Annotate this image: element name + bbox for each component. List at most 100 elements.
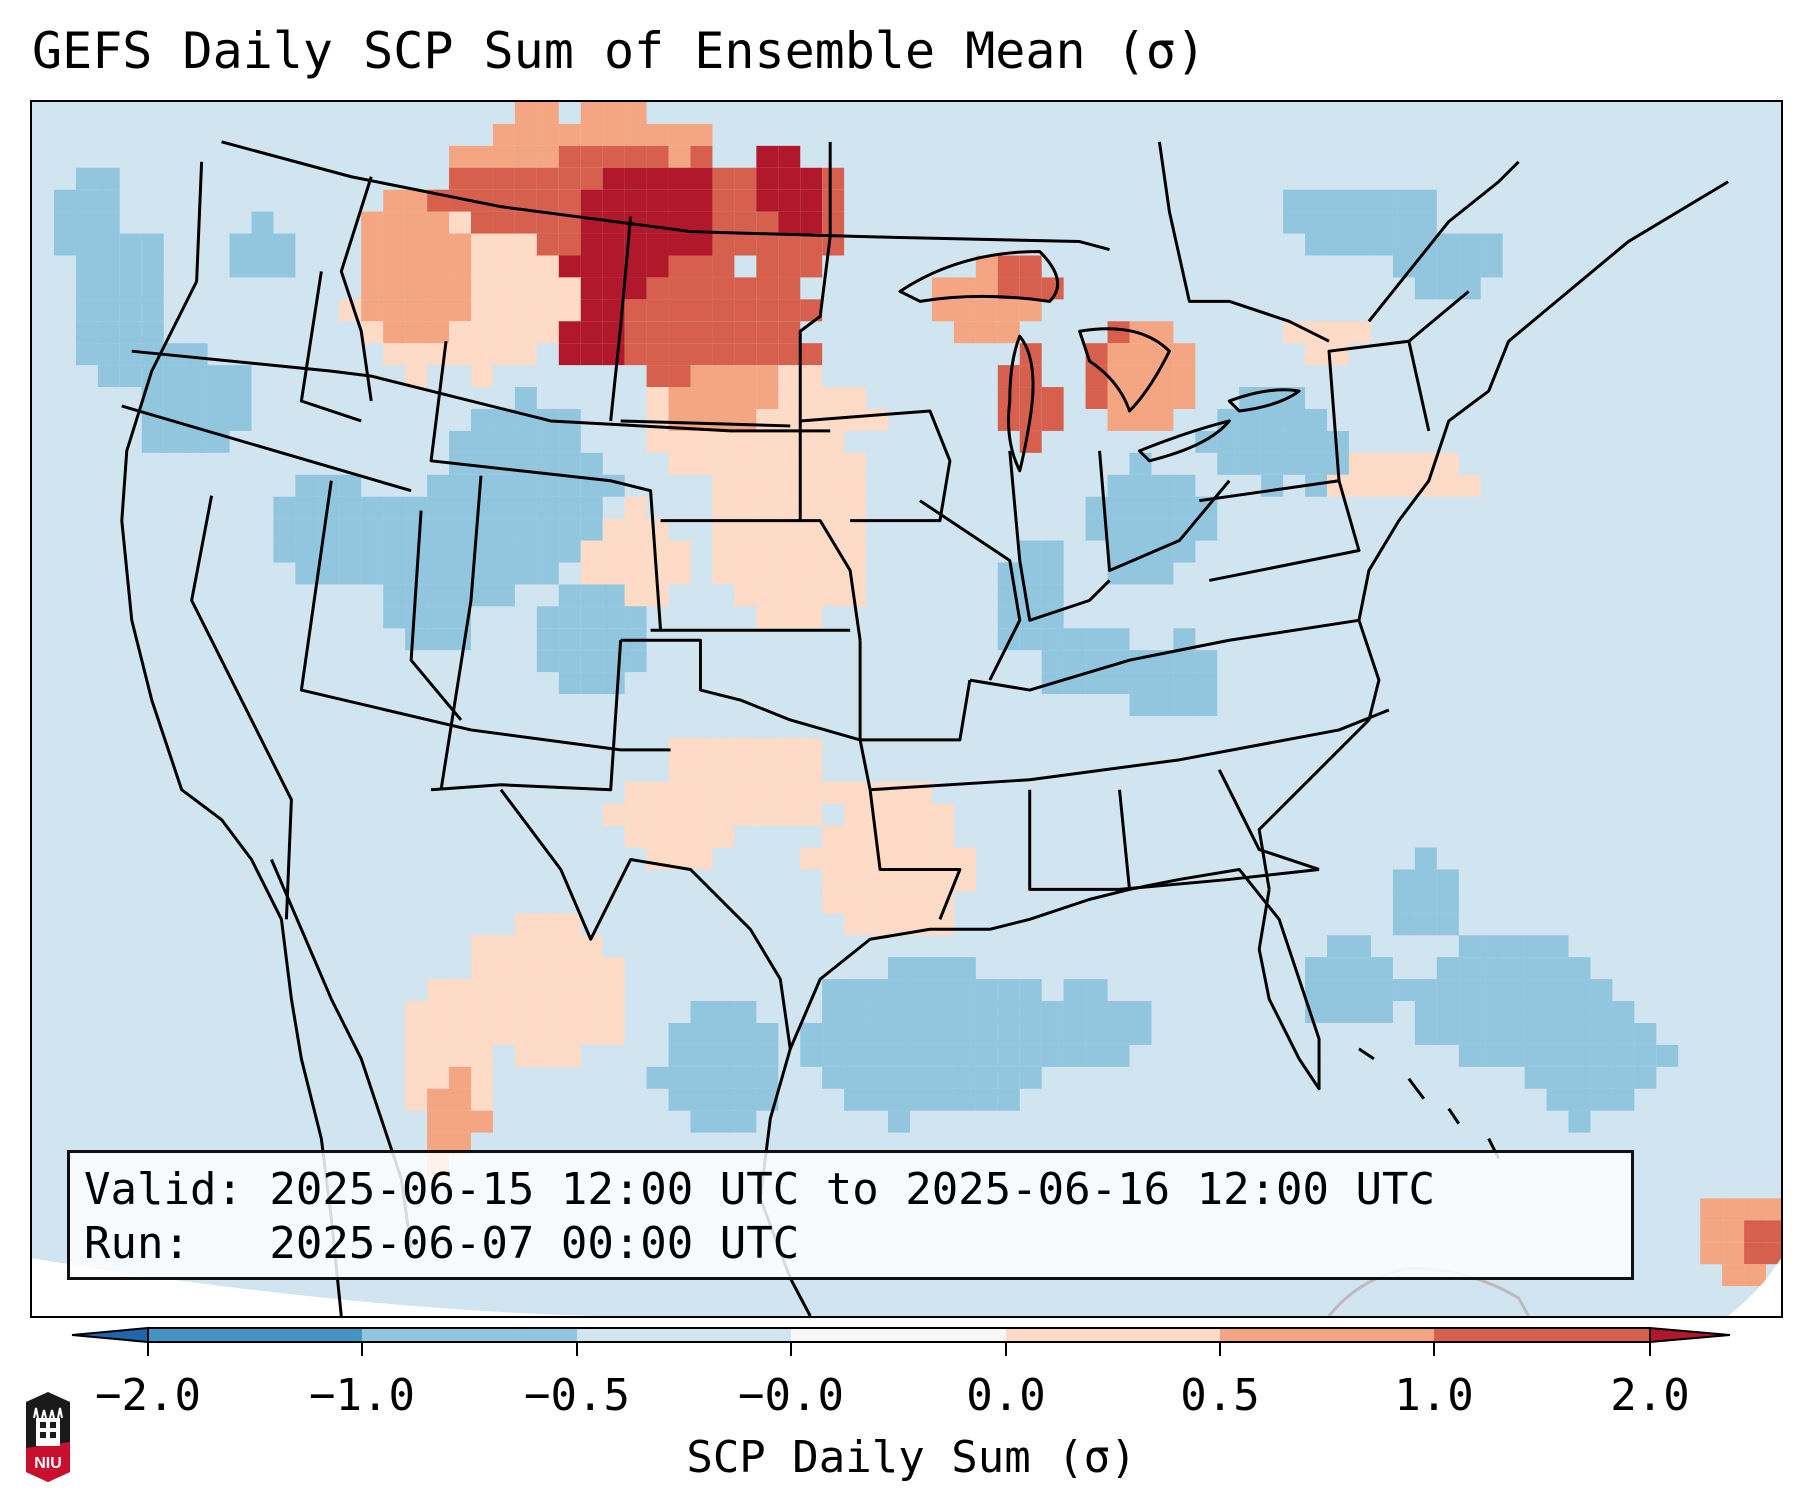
anomaly-cell xyxy=(1480,233,1503,256)
anomaly-cell xyxy=(1041,1001,1064,1023)
anomaly-cell xyxy=(1766,1198,1781,1221)
state-line xyxy=(131,349,831,433)
anomaly-cell xyxy=(866,891,889,914)
anomaly-cell xyxy=(975,299,998,322)
colorbar-tick-label: 0.0 xyxy=(966,1370,1046,1421)
anomaly-cell xyxy=(888,781,910,804)
atlantic-coast xyxy=(1257,180,1729,890)
anomaly-cell xyxy=(361,496,384,519)
anomaly-cell xyxy=(1283,430,1306,453)
state-line xyxy=(299,480,671,752)
anomaly-cell xyxy=(75,343,98,366)
anomaly-cell xyxy=(536,145,559,168)
anomaly-cell xyxy=(734,167,757,190)
anomaly-cell xyxy=(844,452,867,475)
anomaly-cell xyxy=(1502,1022,1525,1045)
anomaly-cell xyxy=(427,233,450,256)
anomaly-cell xyxy=(888,847,910,870)
anomaly-cell xyxy=(1590,1022,1613,1045)
anomaly-cell xyxy=(997,277,1020,300)
anomaly-cell xyxy=(580,123,603,146)
anomaly-cell xyxy=(690,211,713,234)
anomaly-cell xyxy=(800,233,823,256)
anomaly-cell xyxy=(1590,1044,1613,1067)
anomaly-cell xyxy=(778,496,801,519)
anomaly-cell xyxy=(844,803,867,826)
anomaly-cell xyxy=(668,145,691,168)
anomaly-cell xyxy=(449,1132,471,1155)
anomaly-cell xyxy=(1458,957,1481,980)
anomaly-cell xyxy=(75,321,98,344)
anomaly-cell xyxy=(580,299,603,322)
anomaly-cell xyxy=(888,1110,910,1133)
anomaly-cell xyxy=(953,1022,976,1045)
anomaly-cell xyxy=(1107,1001,1130,1023)
state-line xyxy=(609,216,633,422)
anomaly-cell xyxy=(800,803,823,826)
anomaly-cell xyxy=(624,167,647,190)
anomaly-cell xyxy=(822,562,845,585)
anomaly-cell xyxy=(580,957,603,980)
anomaly-cell xyxy=(624,518,647,541)
anomaly-cell xyxy=(1744,1242,1767,1265)
anomaly-cell xyxy=(53,211,76,234)
anomaly-cell xyxy=(492,321,515,344)
us-canada-border xyxy=(221,140,1110,251)
anomaly-cell xyxy=(295,540,318,563)
anomaly-cell xyxy=(580,145,603,168)
anomaly-cell xyxy=(339,496,362,519)
anomaly-cell xyxy=(624,781,647,804)
anomaly-cell xyxy=(1019,1022,1042,1045)
anomaly-cell xyxy=(756,1066,779,1089)
anomaly-cell xyxy=(470,1001,493,1023)
anomaly-cell xyxy=(822,891,845,914)
anomaly-cell xyxy=(449,1110,471,1133)
anomaly-cell xyxy=(580,189,603,212)
anomaly-cell xyxy=(800,255,823,278)
anomaly-cell xyxy=(822,1022,845,1045)
anomaly-cell xyxy=(1348,935,1371,958)
anomaly-cell xyxy=(1392,979,1415,1002)
anomaly-cell xyxy=(558,1022,581,1045)
anomaly-cell xyxy=(734,803,757,826)
anomaly-cell xyxy=(273,496,296,519)
anomaly-cell xyxy=(558,957,581,980)
anomaly-cell xyxy=(449,1088,471,1111)
anomaly-cell xyxy=(558,979,581,1002)
anomaly-cell xyxy=(536,189,559,212)
anomaly-cell xyxy=(1085,343,1108,366)
anomaly-cell xyxy=(1414,277,1437,300)
anomaly-cell xyxy=(844,847,867,870)
anomaly-cell xyxy=(536,452,559,475)
anomaly-cell xyxy=(909,979,932,1002)
anomaly-cell xyxy=(909,869,932,892)
anomaly-cell xyxy=(185,387,208,409)
colorbar-tick-label: 1.0 xyxy=(1394,1370,1474,1421)
anomaly-cell xyxy=(909,891,932,914)
anomaly-cell xyxy=(1129,452,1152,475)
anomaly-cell xyxy=(888,1022,910,1045)
anomaly-cell xyxy=(470,1110,493,1133)
anomaly-cell xyxy=(580,518,603,541)
anomaly-cell xyxy=(1458,1022,1481,1045)
anomaly-cell xyxy=(251,255,274,278)
anomaly-cell xyxy=(997,255,1020,278)
anomaly-cell xyxy=(558,343,581,366)
anomaly-cell xyxy=(1239,408,1262,431)
anomaly-cell xyxy=(800,737,823,760)
anomaly-cell xyxy=(1085,979,1108,1002)
anomaly-cell xyxy=(383,299,406,322)
anomaly-cell xyxy=(1041,1022,1064,1045)
anomaly-cell xyxy=(470,277,493,300)
anomaly-cell xyxy=(1590,1088,1613,1111)
state-line xyxy=(800,409,952,523)
anomaly-cell xyxy=(427,584,450,607)
anomaly-cell xyxy=(97,167,120,190)
state-line xyxy=(430,640,623,792)
anomaly-cell xyxy=(514,123,537,146)
anomaly-cell xyxy=(1261,474,1284,497)
anomaly-cell xyxy=(602,277,625,300)
anomaly-cell xyxy=(1129,1022,1152,1045)
anomaly-cell xyxy=(1502,957,1525,980)
anomaly-cell xyxy=(624,606,647,629)
